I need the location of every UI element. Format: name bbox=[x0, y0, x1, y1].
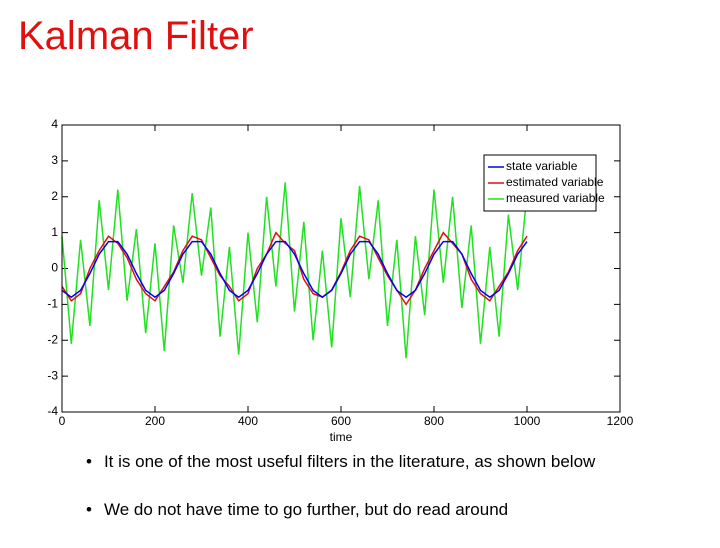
chart: -4 -3 -2 -1 0 1 2 3 4 0 200 400 600 800 1000 1200 time st… bbox=[47, 117, 634, 444]
slide-title: Kalman Filter bbox=[18, 14, 254, 58]
x-tick-label: 0 bbox=[59, 414, 66, 428]
x-tick-label: 400 bbox=[238, 414, 258, 428]
series-line bbox=[61, 182, 528, 359]
plot-frame bbox=[61, 124, 621, 413]
y-tick-label: -2 bbox=[47, 332, 58, 346]
x-tick-label: 200 bbox=[145, 414, 165, 428]
y-tick-label: -3 bbox=[47, 368, 58, 382]
series-line bbox=[61, 231, 528, 306]
x-tick-label: 1200 bbox=[607, 414, 634, 428]
y-tick-label: 2 bbox=[51, 189, 58, 203]
y-tick-label: 3 bbox=[51, 153, 58, 167]
y-tick-label: 4 bbox=[51, 117, 58, 131]
x-tick-label: 600 bbox=[331, 414, 351, 428]
y-tick-label: -1 bbox=[47, 297, 58, 311]
x-axis-label: time bbox=[330, 430, 353, 444]
y-tick-label: 0 bbox=[51, 261, 58, 275]
bullet-list: It is one of the most useful filters in … bbox=[86, 452, 595, 548]
legend-label: estimated variable bbox=[506, 175, 604, 189]
legend-label: measured variable bbox=[506, 191, 605, 205]
legend-label: state variable bbox=[506, 159, 578, 173]
x-tick-label: 800 bbox=[424, 414, 444, 428]
y-tick-label: 1 bbox=[51, 225, 58, 239]
x-tick-label: 1000 bbox=[514, 414, 541, 428]
y-tick-label: -4 bbox=[47, 404, 58, 418]
bullet: We do not have time to go further, but d… bbox=[86, 500, 595, 520]
bullet: It is one of the most useful filters in … bbox=[86, 452, 595, 472]
series-line bbox=[61, 240, 528, 299]
